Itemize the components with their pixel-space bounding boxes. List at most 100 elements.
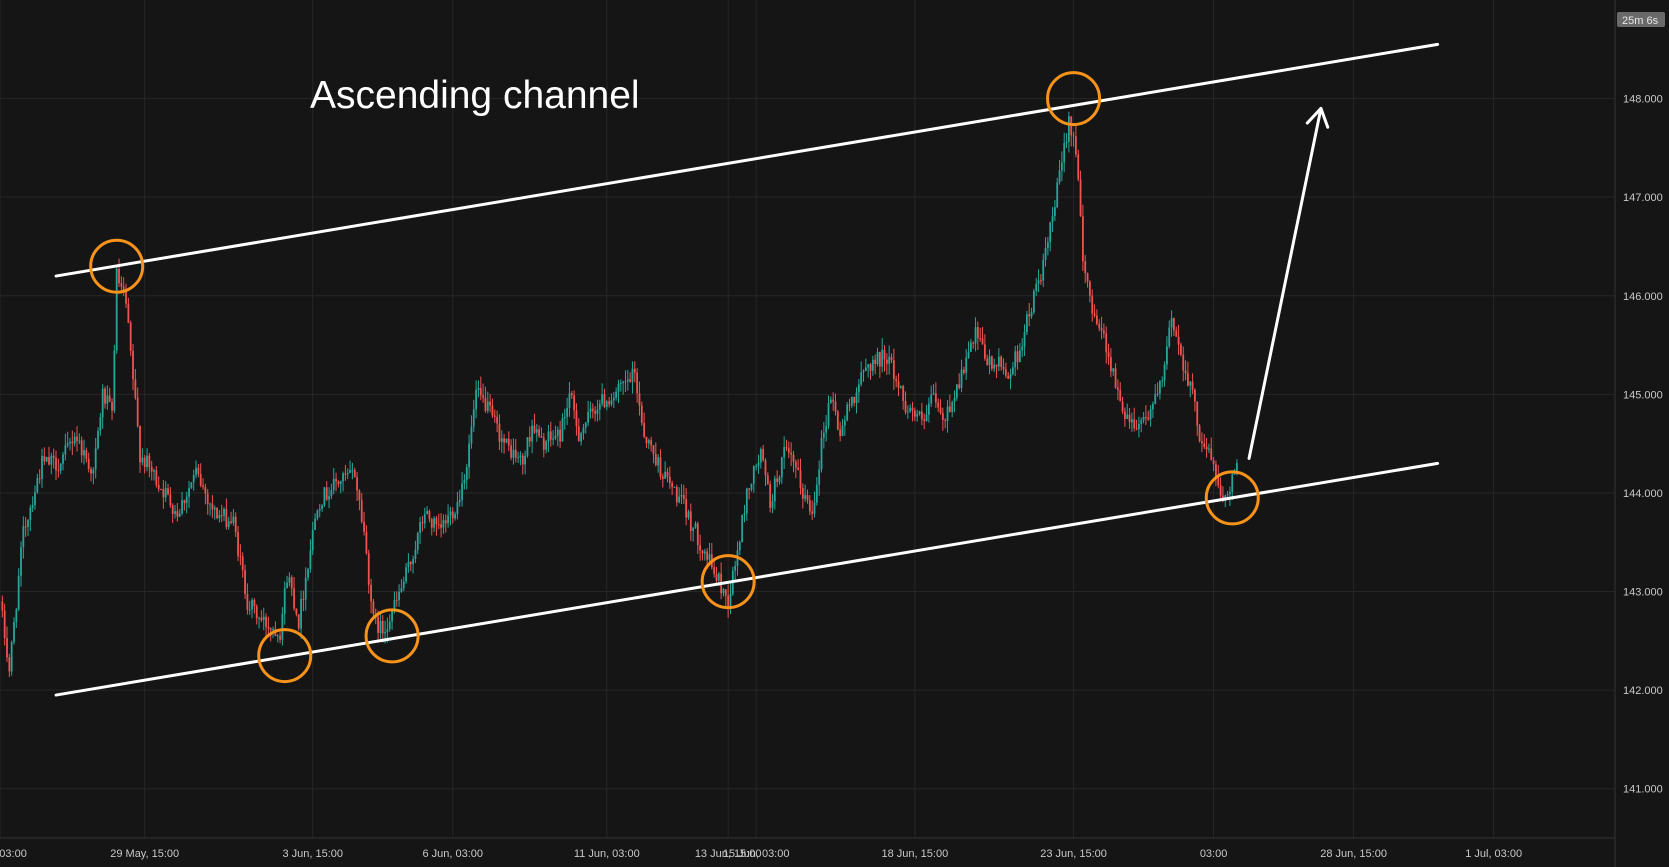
candle-body	[346, 473, 349, 475]
candle-body	[827, 403, 830, 426]
upper-channel-line[interactable]	[54, 42, 1440, 278]
candle-body	[969, 342, 972, 352]
candle-body	[643, 422, 646, 437]
candle-body	[325, 487, 328, 500]
candle-body	[717, 573, 720, 581]
candle-body	[1154, 394, 1157, 404]
candle-body	[486, 401, 489, 411]
candle-body	[612, 397, 615, 401]
candle-body	[297, 614, 300, 629]
candle-body	[867, 364, 870, 368]
candle-body	[1002, 366, 1005, 370]
candle-body	[493, 415, 496, 417]
candle-body	[162, 489, 165, 498]
candle-body	[1212, 460, 1215, 465]
candle-body	[661, 476, 664, 479]
candle-body	[1014, 351, 1017, 368]
drawings[interactable]	[54, 42, 1440, 697]
candle-body	[1140, 420, 1143, 424]
candle-body	[853, 397, 856, 404]
candle-body	[120, 283, 123, 287]
candle-body	[1187, 373, 1189, 386]
time-tick-label: 15 Jun, 03:00	[723, 848, 790, 860]
candle-body	[377, 616, 379, 633]
candle-body	[185, 496, 188, 504]
candle-body	[1205, 446, 1208, 450]
price-axis[interactable]: 141.000 142.000 143.000 144.000 145.000 146.0…	[1623, 94, 1663, 796]
candle-body	[447, 515, 449, 524]
candle-body	[430, 519, 433, 528]
candle-body	[993, 364, 996, 369]
candle-body	[685, 498, 688, 518]
candle-body	[979, 338, 982, 340]
candle-body	[132, 350, 134, 380]
candle-body	[549, 431, 552, 440]
touch-point-marker[interactable]	[257, 628, 313, 684]
candle-body	[391, 611, 393, 622]
candle-body	[983, 344, 986, 359]
candle-body	[650, 440, 653, 446]
candle-body	[566, 407, 569, 417]
candle-body	[575, 410, 578, 427]
candle-body	[988, 356, 991, 365]
candle-body	[211, 503, 214, 510]
candle-body	[505, 438, 508, 443]
candle-body	[433, 518, 435, 528]
candle-body	[125, 291, 127, 304]
touch-point-marker[interactable]	[1046, 71, 1102, 127]
candle-body	[556, 429, 559, 436]
candle-body	[836, 411, 839, 430]
candle-body	[31, 505, 34, 508]
projection-arrow-shaft[interactable]	[1247, 106, 1323, 460]
candle-body	[85, 450, 88, 459]
touch-point-marker[interactable]	[89, 238, 145, 294]
candle-body	[1011, 367, 1014, 375]
candle-body	[1131, 419, 1133, 423]
candle-body	[696, 523, 699, 546]
candle-body	[598, 403, 601, 410]
candle-body	[22, 526, 25, 548]
candle-body	[769, 484, 772, 508]
candle-body	[218, 515, 221, 519]
candle-body	[974, 327, 977, 344]
candle-body	[1105, 333, 1108, 353]
time-tick-label: 28 Jun, 15:00	[1320, 848, 1387, 860]
candle-body	[213, 507, 216, 510]
candle-body	[617, 383, 620, 392]
candle-body	[997, 356, 1000, 367]
candle-body	[360, 500, 363, 522]
candle-body	[73, 436, 76, 444]
candle-body	[1236, 463, 1238, 472]
candle-body	[407, 562, 410, 568]
candle-body	[1046, 242, 1049, 249]
candle-body	[8, 657, 11, 672]
candle-body	[412, 559, 414, 565]
candle-body	[227, 521, 230, 528]
candle-body	[1231, 474, 1234, 493]
candle-body	[780, 457, 783, 478]
candle-body	[591, 408, 594, 412]
candle-body	[143, 457, 146, 468]
candle-body	[909, 407, 912, 412]
candle-body	[335, 478, 337, 482]
candle-body	[134, 379, 137, 398]
candle-body	[832, 399, 835, 402]
candle-body	[393, 599, 396, 612]
touch-point-marker[interactable]	[700, 554, 756, 610]
candle-body	[918, 411, 921, 414]
time-axis[interactable]: May, 03:00 29 May, 15:00 3 Jun, 15:00 6 Jun…	[0, 848, 1522, 860]
projection-arrow-head[interactable]	[1305, 106, 1330, 129]
touch-point-marker[interactable]	[364, 608, 420, 664]
candle-body	[820, 437, 823, 470]
candle-body	[136, 397, 139, 427]
time-tick-label: 1 Jul, 03:00	[1465, 848, 1522, 860]
touch-point-marker[interactable]	[1204, 470, 1260, 526]
candle-body	[87, 458, 90, 469]
candle-body	[960, 369, 963, 388]
candle-body	[664, 471, 667, 479]
candle-body	[986, 358, 989, 365]
candle-body	[860, 372, 863, 385]
candle-body	[895, 379, 898, 382]
candle-body	[538, 429, 541, 437]
